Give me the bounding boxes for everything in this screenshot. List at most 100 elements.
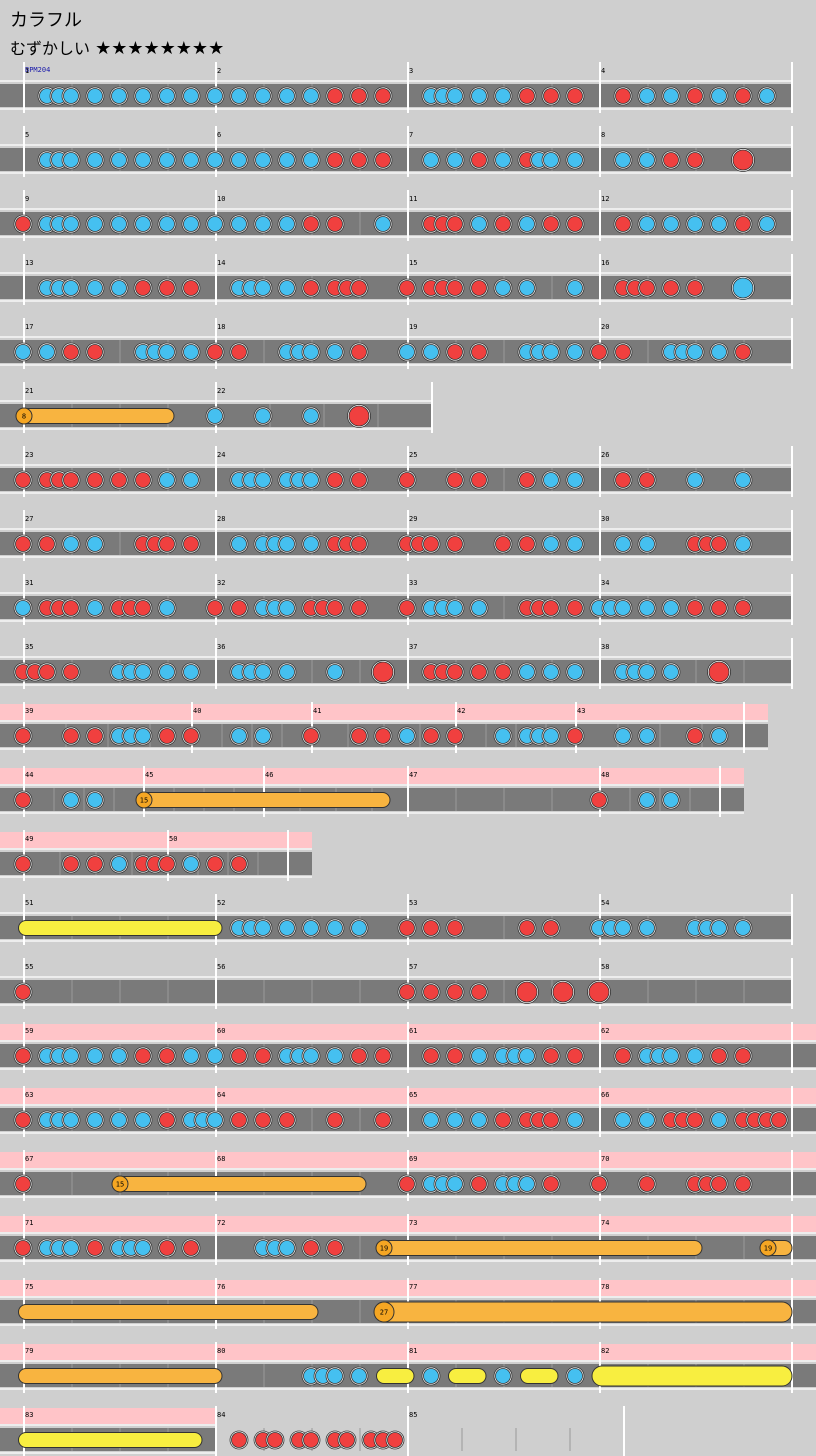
balloon-count: 27 bbox=[380, 1309, 388, 1317]
chart-row-5: 17 18 19 20 bbox=[0, 318, 793, 369]
big-don-note bbox=[732, 149, 754, 171]
ka-note bbox=[519, 216, 535, 232]
ka-note bbox=[639, 920, 655, 936]
ka-note bbox=[471, 88, 487, 104]
measure-number: 39 bbox=[25, 707, 33, 715]
ka-note bbox=[423, 344, 439, 360]
ka-note bbox=[639, 792, 655, 808]
don-note bbox=[735, 88, 751, 104]
measure-number: 1 bbox=[25, 67, 29, 75]
chart-row-17: 63 64 65 66 bbox=[0, 1086, 816, 1137]
ka-note bbox=[279, 152, 295, 168]
chart-row-4: 13 14 15 16 bbox=[0, 254, 793, 305]
measure-number: 36 bbox=[217, 643, 225, 651]
chart-row-2: 5 6 7 8 bbox=[0, 126, 793, 177]
measure-number: 53 bbox=[409, 899, 417, 907]
don-note bbox=[15, 728, 31, 744]
ka-note bbox=[567, 280, 583, 296]
don-note bbox=[63, 664, 79, 680]
don-note bbox=[447, 280, 463, 296]
ka-note bbox=[207, 152, 223, 168]
don-note bbox=[375, 88, 391, 104]
ka-note bbox=[111, 280, 127, 296]
ka-note bbox=[255, 728, 271, 744]
don-note bbox=[471, 344, 487, 360]
ka-note bbox=[423, 1112, 439, 1128]
ka-note bbox=[759, 216, 775, 232]
ka-note bbox=[615, 728, 631, 744]
don-note bbox=[303, 216, 319, 232]
ka-note bbox=[63, 88, 79, 104]
don-note bbox=[471, 280, 487, 296]
ka-note bbox=[279, 88, 295, 104]
big-don-note bbox=[516, 981, 538, 1003]
don-note bbox=[39, 664, 55, 680]
ka-note bbox=[471, 600, 487, 616]
don-note bbox=[351, 536, 367, 552]
don-note bbox=[399, 984, 415, 1000]
measure-number: 31 bbox=[25, 579, 33, 587]
ka-note bbox=[447, 1176, 463, 1192]
don-note bbox=[87, 856, 103, 872]
don-note bbox=[687, 280, 703, 296]
ka-note bbox=[615, 920, 631, 936]
don-note bbox=[279, 1112, 295, 1128]
ka-note bbox=[135, 216, 151, 232]
measure-number: 84 bbox=[217, 1411, 225, 1419]
big-don-note bbox=[708, 661, 730, 683]
ka-note bbox=[111, 1112, 127, 1128]
don-note bbox=[447, 920, 463, 936]
don-note bbox=[519, 920, 535, 936]
don-note bbox=[423, 728, 439, 744]
measure-number: 22 bbox=[217, 387, 225, 395]
don-note bbox=[519, 536, 535, 552]
don-note bbox=[423, 1048, 439, 1064]
don-note bbox=[471, 1176, 487, 1192]
don-note bbox=[351, 600, 367, 616]
ka-note bbox=[231, 88, 247, 104]
don-note bbox=[447, 472, 463, 488]
don-note bbox=[447, 536, 463, 552]
don-note bbox=[207, 600, 223, 616]
ka-note bbox=[63, 536, 79, 552]
don-note bbox=[15, 1176, 31, 1192]
don-note bbox=[327, 1112, 343, 1128]
don-note bbox=[543, 1112, 559, 1128]
ka-note bbox=[447, 1112, 463, 1128]
difficulty-label: むずかしい bbox=[10, 39, 91, 58]
ka-note bbox=[255, 408, 271, 424]
ka-note bbox=[279, 664, 295, 680]
don-note bbox=[687, 1112, 703, 1128]
ka-note bbox=[519, 664, 535, 680]
ka-note bbox=[639, 88, 655, 104]
ka-note bbox=[207, 1048, 223, 1064]
ka-note bbox=[495, 152, 511, 168]
measure-number: 8 bbox=[601, 131, 605, 139]
don-note bbox=[615, 216, 631, 232]
measure-number: 17 bbox=[25, 323, 33, 331]
ka-note bbox=[255, 664, 271, 680]
ka-note bbox=[87, 152, 103, 168]
don-note bbox=[591, 1176, 607, 1192]
don-note bbox=[543, 920, 559, 936]
don-note bbox=[687, 600, 703, 616]
ka-note bbox=[519, 1176, 535, 1192]
yellow-drumroll bbox=[18, 1432, 203, 1448]
don-note bbox=[231, 1432, 247, 1448]
don-note bbox=[615, 472, 631, 488]
don-note bbox=[351, 344, 367, 360]
ka-note bbox=[495, 280, 511, 296]
ka-note bbox=[15, 344, 31, 360]
ka-note bbox=[255, 216, 271, 232]
ka-note bbox=[471, 1112, 487, 1128]
don-note bbox=[423, 536, 439, 552]
ka-note bbox=[567, 472, 583, 488]
measure-number: 19 bbox=[409, 323, 417, 331]
ka-note bbox=[663, 664, 679, 680]
don-note bbox=[711, 600, 727, 616]
don-note bbox=[495, 216, 511, 232]
lane bbox=[0, 980, 792, 1003]
measure-number: 50 bbox=[169, 835, 177, 843]
measure-number: 48 bbox=[601, 771, 609, 779]
big-don-note bbox=[348, 405, 370, 427]
